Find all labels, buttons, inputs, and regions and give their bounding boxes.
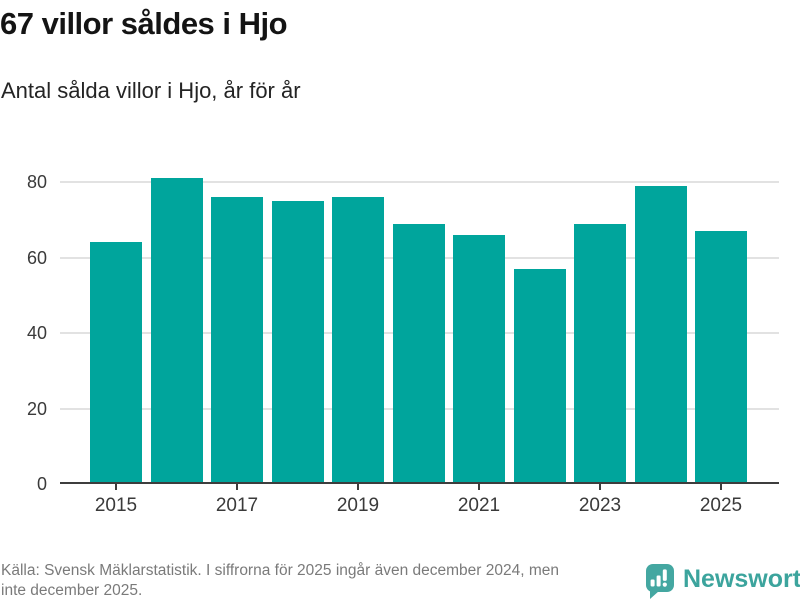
- source-note: Källa: Svensk Mäklarstatistik. I siffror…: [1, 561, 641, 600]
- bar-2021: [453, 235, 505, 484]
- bar-2023: [574, 224, 626, 484]
- y-axis-tick-label-60: 60: [26, 247, 47, 268]
- y-axis-tick-label-0: 0: [36, 474, 47, 494]
- x-axis-tick-2019: [357, 484, 359, 490]
- bar-chart-exclamation-icon: [650, 569, 667, 587]
- x-axis-tick-label-2021: 2021: [457, 495, 501, 516]
- x-axis-line: [60, 482, 779, 484]
- y-axis-tick-label-20: 20: [26, 398, 47, 419]
- plot-area: [60, 160, 779, 484]
- bar-2016: [150, 178, 203, 484]
- x-axis-tick-2025: [720, 484, 722, 490]
- y-axis-tick-label-80: 80: [26, 172, 47, 192]
- x-axis-tick-label-2025: 2025: [699, 495, 743, 516]
- newsworthy-logo: Newsworthy: [646, 564, 800, 600]
- x-axis-tick-2017: [236, 484, 238, 490]
- x-axis-tick-2021: [478, 484, 480, 490]
- x-axis-tick-label-2023: 2023: [578, 495, 622, 516]
- y-axis-tick-label-40: 40: [26, 323, 47, 343]
- gridline-y-80: [60, 181, 779, 183]
- bar-2022: [513, 269, 566, 484]
- bar-2018: [271, 201, 324, 484]
- bar-2015: [90, 242, 142, 484]
- x-axis-tick-label-2015: 2015: [94, 495, 138, 516]
- x-axis-tick-label-2019: 2019: [336, 495, 380, 516]
- newsworthy-wordmark: Newsworthy: [683, 565, 800, 593]
- bar-2020: [392, 224, 445, 484]
- chart-title: 67 villor såldes i Hjo: [0, 6, 288, 41]
- source-note-line2: inte december 2025.: [1, 581, 143, 599]
- x-axis-tick-label-2017: 2017: [215, 495, 259, 516]
- source-note-line1: Källa: Svensk Mäklarstatistik. I siffror…: [1, 562, 559, 579]
- newsworthy-logo-icon: [646, 564, 674, 592]
- bar-2019: [332, 197, 384, 484]
- x-axis-tick-2015: [115, 484, 117, 490]
- x-axis-tick-2023: [599, 484, 601, 490]
- speech-bubble-tail: [650, 591, 659, 599]
- bar-2024: [634, 186, 687, 484]
- chart-subtitle: Antal sålda villor i Hjo, år för år: [1, 78, 301, 103]
- bar-2017: [211, 197, 263, 484]
- bar-2025: [695, 231, 747, 484]
